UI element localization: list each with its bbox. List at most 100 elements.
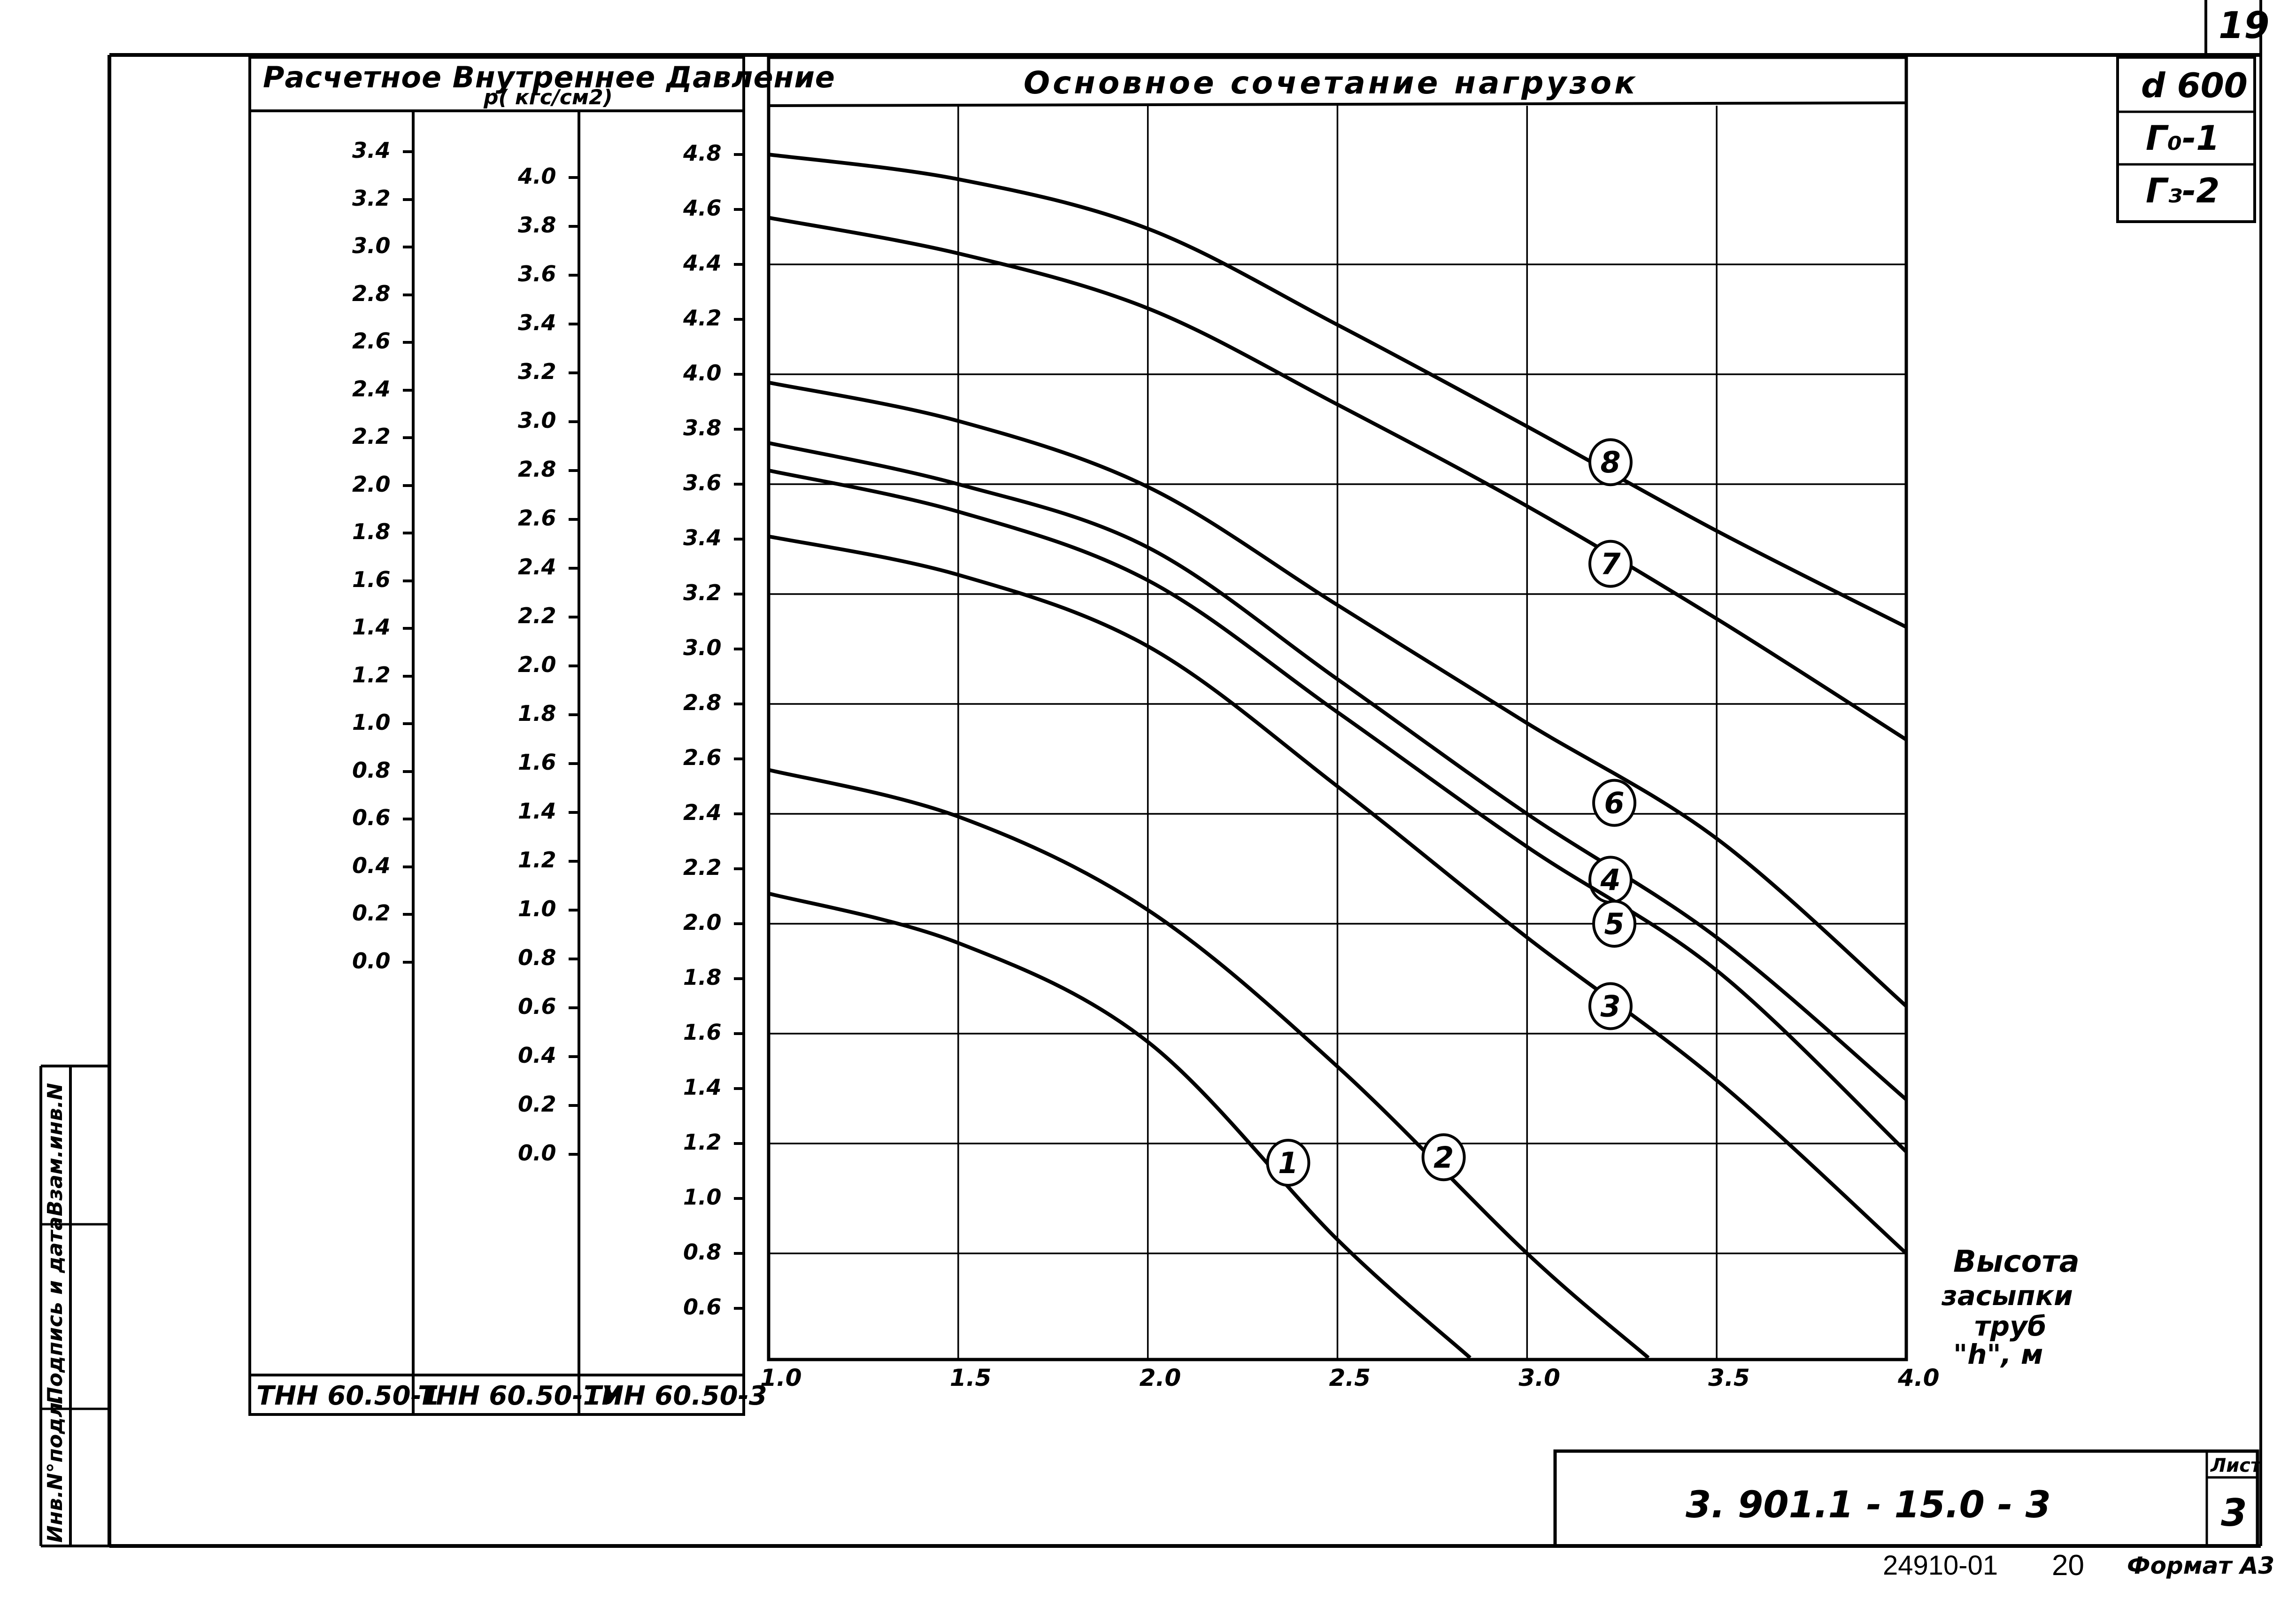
scale-tick-label: 0.4 [352, 852, 391, 878]
paper-format: Формат А3 [2127, 1552, 2275, 1579]
scale-tick-mark [734, 1197, 744, 1200]
scale-tick-label: 0.6 [683, 1294, 722, 1320]
scale-tick-label: 2.0 [683, 910, 722, 935]
curve-label-circle [1266, 1138, 1310, 1187]
scale-tick-label: 3.2 [352, 185, 391, 211]
scale-tick-mark [403, 960, 413, 964]
curve-8 [768, 153, 1907, 629]
scale-tick-mark [734, 1307, 744, 1310]
scale-tick-mark [734, 373, 744, 376]
scale-tick-mark [403, 865, 413, 868]
scale-tick-label: 1.6 [352, 566, 391, 592]
scale-tick-mark [569, 420, 579, 423]
scale-tick-mark [734, 318, 744, 321]
stamp-signature-date: Подпись и дата [43, 1216, 67, 1404]
scale-tick-label: 2.6 [683, 745, 722, 770]
scale-tick-label: 0.4 [518, 1043, 556, 1068]
curve-label-4: 4 [1600, 863, 1620, 897]
scale-tick-label: 4.2 [683, 305, 722, 331]
scale-tick-label: 2.6 [352, 328, 391, 354]
scale-tick-mark [569, 469, 579, 472]
x-axis-caption-3: труб [1974, 1310, 2047, 1342]
scale-tick-mark [403, 341, 413, 344]
x-tick-label: 1.5 [949, 1364, 992, 1391]
scale-tick-mark [569, 518, 579, 521]
scale-tick-mark [569, 909, 579, 912]
scale-tick-label: 2.4 [518, 554, 556, 580]
curve-label-6: 6 [1604, 786, 1625, 820]
stamp-original-inv: Инв.N°подл. [43, 1394, 67, 1543]
scale-tick-label: 1.6 [683, 1020, 722, 1045]
curve-label-8: 8 [1600, 445, 1620, 479]
scale-tick-label: 1.4 [518, 798, 556, 824]
x-axis-caption-4: "h", м [1953, 1338, 2043, 1370]
scale-tick-mark [569, 1055, 579, 1058]
curve-6 [768, 380, 1908, 1008]
scale-tick-label: 3.6 [683, 470, 722, 495]
scale-tick-label: 3.0 [352, 233, 391, 258]
scale-tick-mark [734, 208, 744, 211]
scale-tick-label: 0.6 [352, 805, 391, 830]
scale-tick-mark [403, 818, 413, 820]
scale-tick-mark [734, 483, 744, 486]
scale-tick-label: 0.0 [352, 948, 391, 974]
curve-label-circle [1588, 982, 1633, 1030]
scale-tick-label: 1.4 [683, 1074, 722, 1100]
scale-tick-mark [403, 484, 413, 487]
scale-tick-mark [569, 958, 579, 960]
curve-label-2: 2 [1433, 1140, 1454, 1175]
scale-tick-mark [734, 1032, 744, 1035]
curve-label-circle [1592, 779, 1637, 827]
scale-tick-label: 2.2 [683, 855, 722, 880]
scale-tick-mark [569, 616, 579, 618]
curve-label-circle [1588, 438, 1633, 487]
scale-tick-mark [734, 1142, 744, 1145]
scale-tick-label: 2.8 [683, 690, 722, 715]
scale-tick-label: 4.6 [683, 195, 722, 221]
scale-tick-label: 0.8 [352, 757, 391, 783]
scale-tick-mark [569, 665, 579, 667]
scale-tick-mark [569, 1006, 579, 1009]
scale-tick-mark [734, 538, 744, 541]
scale-tick-label: 3.4 [518, 310, 556, 335]
curve-7 [768, 216, 1908, 742]
scale-tick-mark [569, 1153, 579, 1156]
spec-soil-group: Г₀-1 [2146, 118, 2220, 158]
scale-tick-label: 2.8 [518, 456, 556, 482]
scale-tick-mark [403, 674, 413, 678]
scale-tick-label: 2.0 [352, 471, 391, 497]
inventory-number: 24910-01 [1883, 1550, 1998, 1581]
scale-tick-label: 1.2 [518, 847, 556, 873]
scale-tick-label: 3.8 [683, 415, 722, 440]
scale-tick-label: 0.2 [352, 900, 391, 926]
curve-1 [768, 891, 1472, 1360]
scale-tick-label: 1.0 [683, 1184, 722, 1210]
chart-title: Основное сочетание нагрузок [1024, 65, 1638, 101]
scale-tick-mark [569, 713, 579, 716]
scale-tick-mark [734, 812, 744, 815]
pipe-label-3: ТНН 60.50-3 [584, 1381, 767, 1411]
scale-tick-mark [569, 176, 579, 179]
scale-tick-mark [569, 567, 579, 570]
scale-tick-mark [569, 1104, 579, 1107]
scale-tick-label: 1.2 [352, 662, 391, 688]
scale-tick-label: 2.6 [518, 505, 556, 531]
curve-label-3: 3 [1600, 989, 1620, 1024]
scale-tick-label: 4.0 [683, 360, 722, 386]
curve-label-5: 5 [1604, 907, 1625, 941]
scale-tick-label: 3.4 [352, 138, 391, 163]
scale-tick-label: 4.0 [518, 163, 556, 189]
scale-tick-label: 1.8 [518, 701, 556, 726]
scale-tick-mark [569, 811, 579, 814]
scale-tick-label: 3.8 [518, 212, 556, 238]
scale-tick-label: 1.8 [352, 519, 391, 544]
scale-tick-label: 3.4 [683, 525, 722, 550]
scale-tick-mark [403, 388, 413, 392]
stamp-replaced-inv: Взам.инв.N [43, 1082, 67, 1216]
curve-5 [768, 468, 1908, 1153]
x-tick-label: 4.0 [1898, 1364, 1940, 1391]
scale-tick-mark [403, 627, 413, 630]
scale-tick-label: 1.8 [683, 965, 722, 990]
